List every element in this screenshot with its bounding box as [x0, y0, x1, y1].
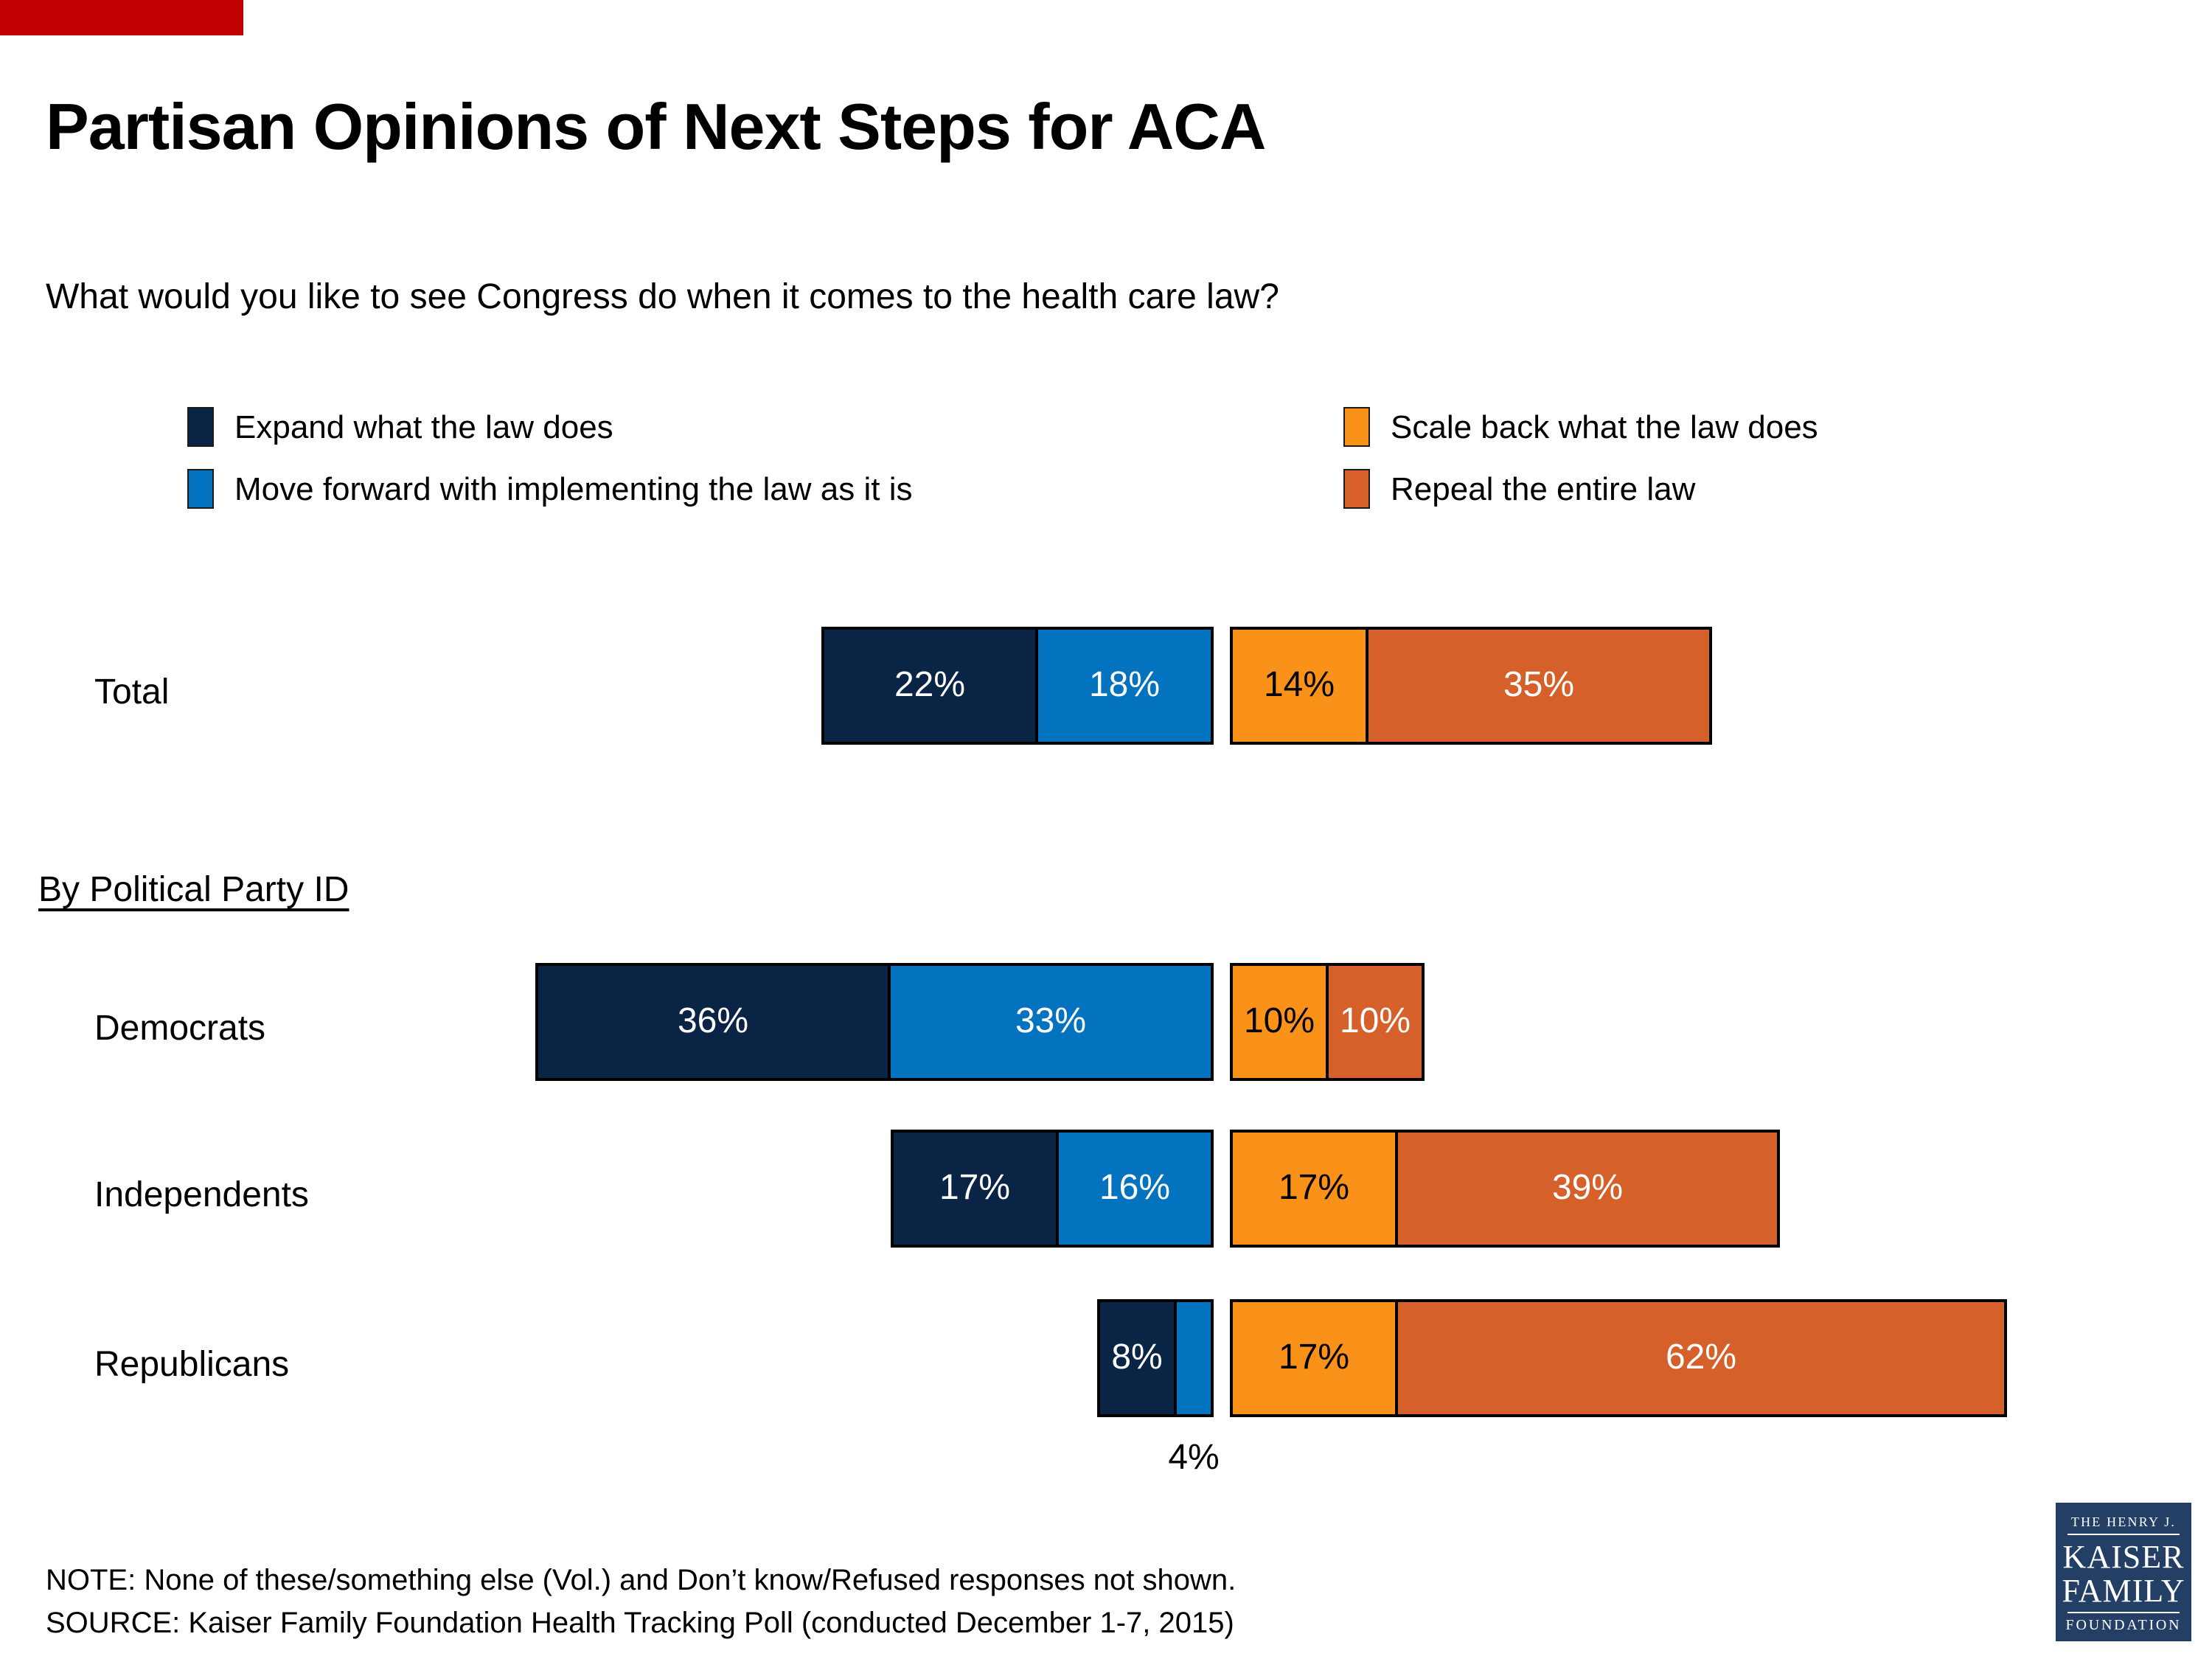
left-stack-republicans: 8% — [1097, 1299, 1214, 1417]
legend-swatch-repeal — [1343, 469, 1370, 509]
section-heading: By Political Party ID — [38, 870, 349, 910]
bar-row-total: Total 22% 18% 14% 35% — [0, 627, 2212, 745]
bar-segment-scale-back-republicans: 17% — [1230, 1299, 1398, 1417]
bar-segment-move-forward-democrats: 33% — [888, 963, 1214, 1081]
right-stack-independents: 17% 39% — [1230, 1130, 1780, 1248]
legend-swatch-move-forward — [187, 469, 214, 509]
bar-segment-expand-what-independents: 17% — [891, 1130, 1059, 1248]
bar-row-republicans: Republicans 4% 8% 17% 62% — [0, 1299, 2212, 1478]
right-stack-republicans: 17% 62% — [1230, 1299, 2007, 1417]
bar-segment-scale-back-independents: 17% — [1230, 1130, 1398, 1248]
bar-segment-expand-what-democrats: 36% — [535, 963, 891, 1081]
legend-item-scale-back: Scale back what the law does — [1343, 407, 1818, 447]
legend-swatch-expand — [187, 407, 214, 447]
logo-divider-bottom — [2067, 1612, 2180, 1613]
left-stack-democrats: 36% 33% — [535, 963, 1214, 1081]
outside-value-label-republicans: 4% — [1168, 1438, 1220, 1478]
legend-label-move-forward: Move forward with implementing the law a… — [234, 470, 913, 507]
right-stack-democrats: 10% 10% — [1230, 963, 1425, 1081]
bar-segment-scale-back-total: 14% — [1230, 627, 1368, 745]
legend-item-move-forward: Move forward with implementing the law a… — [187, 469, 912, 509]
legend-label-scale-back: Scale back what the law does — [1391, 408, 1818, 445]
logo-line-foundation: FOUNDATION — [2065, 1618, 2182, 1634]
bar-segment-repeal-the-republicans: 62% — [1395, 1299, 2007, 1417]
bar-segment-expand-what-republicans: 8% — [1097, 1299, 1177, 1417]
bar-segment-repeal-the-democrats: 10% — [1326, 963, 1425, 1081]
logo-line-family: FAMILY — [2062, 1572, 2185, 1609]
right-stack-total: 14% 35% — [1230, 627, 1712, 745]
bar-row-independents: Independents 17% 16% 17% 39% — [0, 1130, 2212, 1248]
legend-label-expand: Expand what the law does — [234, 408, 613, 445]
row-label-republicans: Republicans — [94, 1345, 290, 1385]
row-label-independents: Independents — [94, 1175, 309, 1215]
row-label-total: Total — [94, 672, 170, 712]
logo-line-the-henry-j: THE HENRY J. — [2070, 1514, 2177, 1529]
bar-segment-scale-back-democrats: 10% — [1230, 963, 1329, 1081]
bar-segment-move-forward-total: 18% — [1035, 627, 1214, 745]
left-stack-total: 22% 18% — [821, 627, 1214, 745]
legend-swatch-scale-back — [1343, 407, 1370, 447]
bar-segment-repeal-the-independents: 39% — [1395, 1130, 1780, 1248]
bar-segment-repeal-the-total: 35% — [1366, 627, 1712, 745]
bar-segment-move-forward-independents: 16% — [1056, 1130, 1214, 1248]
legend-item-repeal: Repeal the entire law — [1343, 469, 1695, 509]
kff-logo: THE HENRY J. KAISER FAMILY FOUNDATION — [2056, 1503, 2191, 1641]
page-title: Partisan Opinions of Next Steps for ACA — [46, 91, 1266, 164]
left-stack-independents: 17% 16% — [891, 1130, 1214, 1248]
bar-segment-move-forward-republicans — [1174, 1299, 1214, 1417]
bar-row-democrats: Democrats 36% 33% 10% 10% — [0, 963, 2212, 1081]
legend-label-repeal: Repeal the entire law — [1391, 470, 1696, 507]
logo-divider-top — [2067, 1534, 2180, 1535]
row-label-democrats: Democrats — [94, 1009, 266, 1048]
source-text: SOURCE: Kaiser Family Foundation Health … — [46, 1607, 1234, 1640]
survey-question: What would you like to see Congress do w… — [46, 277, 1279, 317]
legend-item-expand: Expand what the law does — [187, 407, 613, 447]
kff-corner-accent-bar — [0, 0, 243, 35]
bar-segment-expand-what-total: 22% — [821, 627, 1038, 745]
note-text: NOTE: None of these/something else (Vol.… — [46, 1565, 1237, 1597]
footnotes: NOTE: None of these/something else (Vol.… — [46, 1560, 1236, 1646]
logo-line-kaiser: KAISER — [2062, 1538, 2185, 1575]
